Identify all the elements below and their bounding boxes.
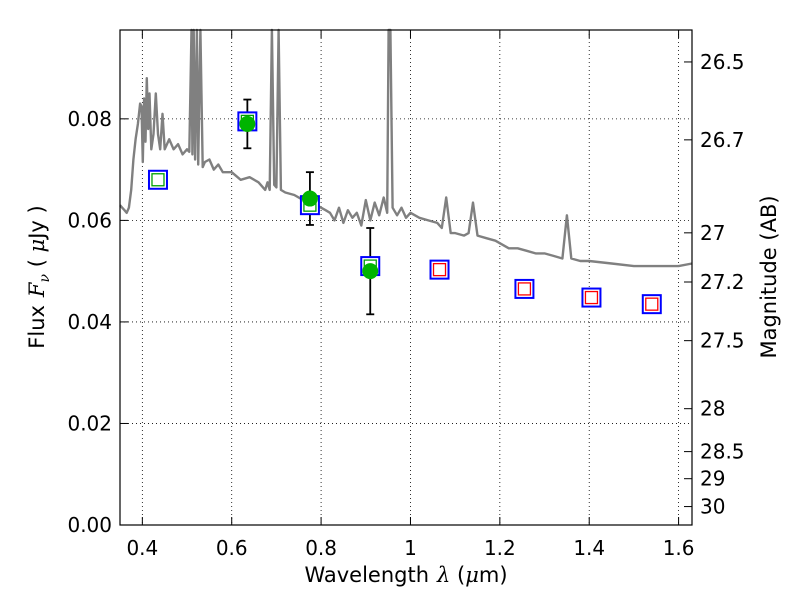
right-tick-label-7: 29 bbox=[700, 467, 725, 491]
observed-point-1 bbox=[301, 190, 318, 207]
model-square-inner-7 bbox=[645, 297, 659, 311]
x-tick-label-5: 1.4 bbox=[573, 536, 605, 560]
x-ticks: 0.4 0.6 0.8 1 1.2 1.4 1.6 bbox=[126, 30, 695, 560]
right-tick-label-4: 27.5 bbox=[700, 329, 745, 353]
right-tick-label-6: 28.5 bbox=[700, 440, 745, 464]
right-tick-label-8: 30 bbox=[700, 495, 725, 519]
y-tick-label-2: 0.04 bbox=[67, 310, 112, 334]
grid-lines bbox=[120, 30, 692, 526]
model-sed-line bbox=[119, 28, 693, 268]
right-axis-label: Magnitude (AB) bbox=[757, 195, 781, 358]
y-ticks: 0.00 0.02 0.04 0.06 0.08 bbox=[67, 107, 128, 537]
x-tick-label-0: 0.4 bbox=[126, 536, 158, 560]
right-ticks: 26.5 26.7 27 27.2 27.5 28 28.5 29 30 bbox=[684, 50, 745, 519]
model-square-outer-5 bbox=[514, 278, 535, 299]
x-tick-label-6: 1.6 bbox=[663, 536, 695, 560]
observed-point-0 bbox=[239, 115, 256, 132]
model-square-inner-4 bbox=[432, 262, 447, 277]
x-tick-label-4: 1.2 bbox=[484, 536, 516, 560]
right-tick-label-5: 28 bbox=[700, 397, 725, 421]
model-square-inner-0 bbox=[151, 173, 165, 187]
model-square-outer-6 bbox=[581, 287, 602, 308]
model-square-inner-6 bbox=[584, 290, 599, 305]
observed-point-2 bbox=[362, 263, 379, 280]
model-sed-group bbox=[119, 28, 693, 268]
y-tick-label-4: 0.08 bbox=[67, 107, 112, 131]
right-tick-label-1: 26.7 bbox=[700, 128, 745, 152]
y-tick-label-3: 0.06 bbox=[67, 208, 112, 232]
model-square-inner-5 bbox=[517, 282, 532, 296]
observed-points-group bbox=[239, 115, 379, 280]
x-tick-label-3: 1 bbox=[404, 536, 417, 560]
y-axis-label: FluxFν ( μJy ) bbox=[25, 205, 53, 348]
model-square-outer-0 bbox=[147, 169, 168, 190]
x-tick-label-1: 0.6 bbox=[216, 536, 248, 560]
right-tick-label-2: 27 bbox=[700, 221, 725, 245]
model-square-outer-7 bbox=[641, 294, 662, 315]
y-tick-label-0: 0.00 bbox=[67, 513, 112, 537]
plot-frame bbox=[119, 29, 693, 526]
x-axis-label: Wavelength λ (μm) bbox=[304, 563, 507, 587]
y-tick-label-1: 0.02 bbox=[67, 411, 112, 435]
x-tick-label-2: 0.8 bbox=[305, 536, 337, 560]
model-square-outer-4 bbox=[429, 259, 450, 280]
right-tick-label-0: 26.5 bbox=[700, 50, 745, 74]
right-tick-label-3: 27.2 bbox=[700, 270, 745, 294]
